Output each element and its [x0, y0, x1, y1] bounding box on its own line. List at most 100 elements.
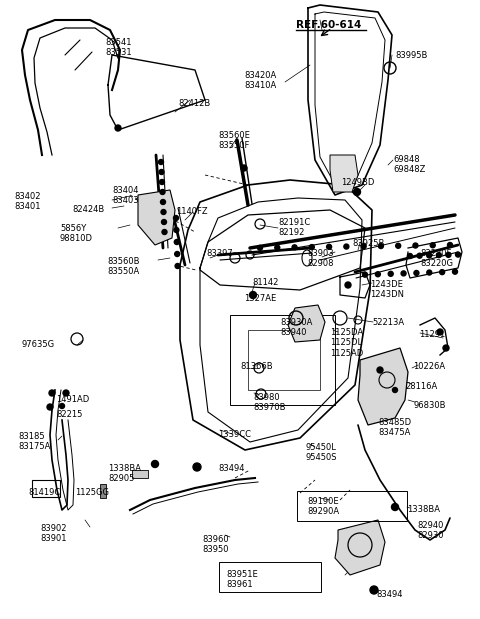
Text: 83903
82908: 83903 82908 [307, 249, 334, 269]
Text: 83560B
83550A: 83560B 83550A [107, 257, 140, 277]
Circle shape [396, 243, 401, 248]
Text: 83541
83531: 83541 83531 [105, 38, 132, 58]
Circle shape [158, 160, 164, 165]
Circle shape [447, 243, 453, 248]
Circle shape [174, 228, 179, 233]
Circle shape [161, 209, 166, 215]
Text: 83397: 83397 [206, 249, 233, 258]
Circle shape [388, 271, 393, 276]
Polygon shape [288, 305, 325, 342]
Text: 69848
69848Z: 69848 69848Z [393, 155, 425, 175]
Circle shape [456, 252, 460, 257]
Text: 1125GG: 1125GG [75, 488, 109, 497]
Circle shape [408, 254, 412, 259]
Circle shape [161, 220, 167, 225]
Text: 83951E
83961: 83951E 83961 [226, 570, 258, 589]
Circle shape [193, 463, 201, 471]
Circle shape [453, 269, 457, 274]
Circle shape [175, 264, 180, 269]
Circle shape [309, 245, 314, 249]
Circle shape [446, 253, 451, 258]
Text: 89190E
89290A: 89190E 89290A [307, 497, 339, 516]
Circle shape [414, 271, 419, 275]
Text: 1249BD: 1249BD [341, 178, 374, 187]
Text: 1338BA
82905: 1338BA 82905 [108, 464, 141, 483]
Circle shape [49, 390, 55, 396]
Circle shape [175, 251, 180, 256]
Circle shape [250, 292, 256, 298]
Circle shape [378, 243, 384, 249]
Text: 28116A: 28116A [405, 382, 437, 391]
Circle shape [353, 189, 360, 196]
Text: 11291: 11291 [419, 330, 445, 339]
Text: 82424B: 82424B [72, 205, 104, 214]
Polygon shape [358, 348, 408, 425]
Text: 82412B: 82412B [178, 99, 210, 108]
Circle shape [377, 367, 383, 373]
Circle shape [292, 245, 297, 250]
Circle shape [257, 245, 263, 250]
Text: 1327AE: 1327AE [244, 294, 276, 303]
Text: 81142: 81142 [252, 278, 278, 287]
Circle shape [440, 270, 444, 275]
Circle shape [63, 390, 69, 396]
Text: 5856Y
98810D: 5856Y 98810D [60, 224, 93, 243]
Text: 83960
83950: 83960 83950 [202, 535, 228, 555]
Text: 83902
83901: 83902 83901 [40, 524, 67, 543]
Circle shape [159, 180, 165, 184]
Text: 83925B: 83925B [352, 239, 384, 248]
Text: 83494: 83494 [376, 590, 403, 599]
Circle shape [241, 165, 247, 171]
Text: 83220F
83220G: 83220F 83220G [420, 249, 453, 269]
Text: 83420A
83410A: 83420A 83410A [244, 71, 276, 90]
Text: 1338BA: 1338BA [407, 505, 440, 514]
Circle shape [173, 215, 179, 220]
Text: 81366B: 81366B [240, 362, 273, 371]
Text: 82191C
82192: 82191C 82192 [278, 218, 310, 238]
Circle shape [362, 272, 368, 277]
Text: 52213A: 52213A [372, 318, 404, 327]
Circle shape [345, 282, 351, 288]
Text: 1339CC: 1339CC [218, 430, 251, 439]
Text: 95450L
95450S: 95450L 95450S [306, 443, 337, 462]
Circle shape [60, 404, 64, 409]
Circle shape [392, 503, 398, 511]
Polygon shape [330, 155, 358, 192]
Bar [132, 470, 148, 478]
Circle shape [413, 243, 418, 248]
Circle shape [160, 199, 166, 204]
Text: 96830B: 96830B [413, 401, 445, 410]
Circle shape [160, 189, 165, 194]
Circle shape [361, 244, 366, 249]
Bar [248, 330, 320, 390]
Circle shape [152, 461, 158, 467]
Circle shape [326, 245, 332, 249]
Text: 83980
83970B: 83980 83970B [253, 393, 286, 412]
Circle shape [275, 245, 280, 250]
Circle shape [436, 253, 441, 258]
Circle shape [417, 253, 422, 258]
Text: 83402
83401: 83402 83401 [14, 192, 40, 212]
Circle shape [47, 404, 53, 410]
Polygon shape [335, 520, 385, 575]
Text: 83185
83175A: 83185 83175A [18, 432, 50, 451]
Text: 1140FZ: 1140FZ [176, 207, 208, 216]
Polygon shape [138, 190, 175, 245]
Text: 82940
82930: 82940 82930 [417, 521, 444, 540]
Circle shape [427, 270, 432, 275]
Bar [230, 315, 335, 405]
Circle shape [401, 271, 406, 276]
Text: 81419C: 81419C [28, 488, 60, 497]
Text: 83560E
83550F: 83560E 83550F [218, 131, 250, 150]
Text: 10226A: 10226A [413, 362, 445, 371]
Circle shape [427, 253, 432, 258]
Bar [32, 480, 60, 497]
Text: 1243DE
1243DN: 1243DE 1243DN [370, 280, 404, 300]
Text: 83494: 83494 [218, 464, 244, 473]
Text: 83485D
83475A: 83485D 83475A [378, 418, 411, 438]
Circle shape [174, 240, 180, 245]
Text: 1491AD: 1491AD [56, 395, 89, 404]
Text: 1125DA
1125DL
1125AD: 1125DA 1125DL 1125AD [330, 328, 363, 358]
Text: 83995B: 83995B [395, 51, 427, 60]
Text: 83404
83403: 83404 83403 [112, 186, 139, 206]
